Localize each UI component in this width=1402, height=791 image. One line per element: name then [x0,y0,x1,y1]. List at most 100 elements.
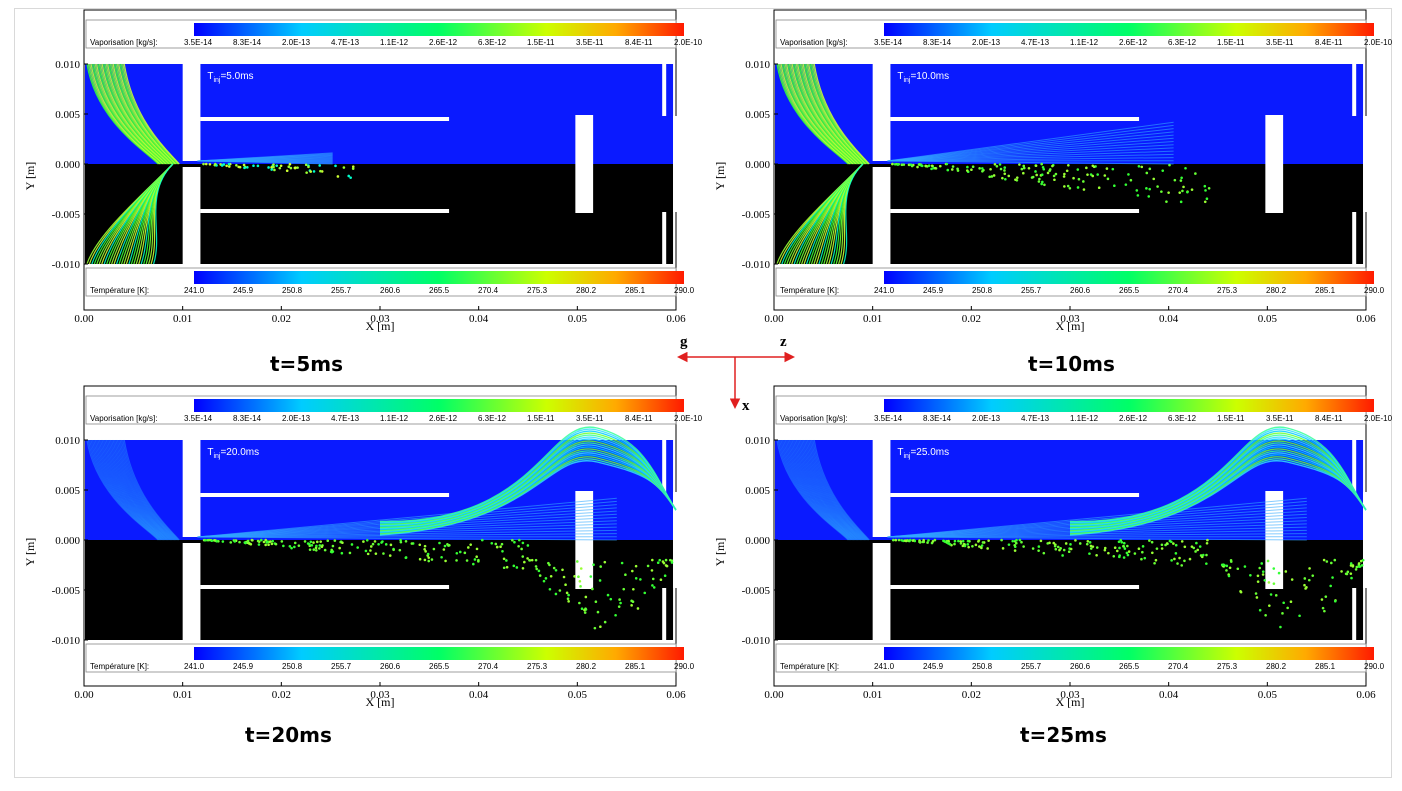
legend-title: Température [K]: [90,662,149,671]
x-tick-label: 0.00 [764,689,784,701]
plot-svg: Tinj=10.0ms Vaporisation [kg/s]: 3.5E-14 8.… [713,9,1393,333]
legend-tick-label: 3.5E-11 [1266,414,1294,423]
y-tick-label: -0.005 [52,209,81,221]
legend-vaporisation: Vaporisation [kg/s]: 3.5E-14 8.3E-14 2.0E-1… [85,395,703,425]
plate-upper [890,493,1140,497]
legend-tick-label: 2.6E-12 [1119,414,1148,423]
legend-tick-label: 2.0E-10 [674,414,703,423]
y-tick-label: -0.005 [742,585,771,597]
plate-lower [200,585,450,589]
legend-tick-label: 250.8 [282,286,303,295]
legend-title: Température [K]: [780,662,839,671]
x-tick-label: 0.00 [74,313,94,325]
y-tick-label: -0.010 [52,635,81,647]
legend-tick-label: 8.4E-11 [1315,414,1343,423]
legend-tick-label: 2.0E-13 [282,38,311,47]
legend-tick-label: 290.0 [674,286,695,295]
legend-tick-label: 8.3E-14 [923,38,952,47]
legend-tick-label: 265.5 [1119,662,1140,671]
legend-tick-label: 285.1 [1315,286,1336,295]
x-tick-label: 0.01 [863,313,882,325]
legend-tick-label: 275.3 [527,662,548,671]
panel-t5: Tinj=5.0ms Vaporisation [kg/s]: 3.5E-14 8.3… [23,0,703,333]
legend-tick-label: 241.0 [874,286,895,295]
x-tick-label: 0.06 [666,313,686,325]
y-tick-label: 0.010 [745,435,770,447]
legend-tick-label: 8.4E-11 [625,414,653,423]
x-tick-label: 0.05 [568,313,588,325]
legend-tick-label: 3.5E-14 [874,38,903,47]
legend-tick-label: 1.5E-11 [527,38,555,47]
plate-upper [890,117,1140,121]
legend-vaporisation: Vaporisation [kg/s]: 3.5E-14 8.3E-14 2.0E-1… [85,19,703,49]
y-tick-label: -0.010 [52,259,81,271]
x-tick-label: 0.02 [272,689,291,701]
y-tick-label: 0.010 [745,59,770,71]
obstacle [575,115,594,213]
legend-tick-label: 290.0 [1364,662,1385,671]
g-label: g [680,334,688,350]
legend-tick-label: 8.4E-11 [625,38,653,47]
legend-temperature: Température [K]: 241.0 245.9 250.8 255.7 260.… [775,643,1385,673]
legend-tick-label: 285.1 [1315,662,1336,671]
y-tick-label: 0.000 [745,535,770,547]
legend-tick-label: 6.3E-12 [1168,38,1197,47]
legend-temperature: Température [K]: 241.0 245.9 250.8 255.7 260.… [775,267,1385,297]
y-tick-label: 0.010 [55,59,80,71]
legend-tick-label: 280.2 [576,286,597,295]
legend-tick-label: 270.4 [1168,286,1189,295]
legend-tick-label: 3.5E-11 [1266,38,1294,47]
figure-frame [14,8,1392,778]
tinj-label: Tinj=20.0ms [207,447,259,460]
x-tick-label: 0.05 [1258,313,1278,325]
x-tick-label: 0.04 [469,689,489,701]
panel-t20: Tinj=20.0ms Vaporisation [kg/s]: 3.5E-14 8.… [23,376,703,709]
x-label: x [742,398,750,414]
legend-tick-label: 260.6 [1070,662,1091,671]
legend-title: Vaporisation [kg/s]: [90,38,157,47]
particle-field [776,63,1211,265]
legend-tick-label: 3.5E-14 [184,38,213,47]
legend-tick-label: 265.5 [429,662,450,671]
plate-upper [200,493,450,497]
legend-tick-label: 255.7 [331,286,352,295]
legend-tick-label: 8.4E-11 [1315,38,1343,47]
y-axis-label: Y [m] [713,162,727,191]
injector-wall-upper [182,440,201,537]
legend-temperature: Température [K]: 241.0 245.9 250.8 255.7 260.… [85,643,695,673]
legend-tick-label: 270.4 [478,286,499,295]
particle-field [86,63,355,265]
tinj-label: Tinj=5.0ms [207,71,253,84]
y-tick-label: 0.000 [55,535,80,547]
panel-t25: Tinj=25.0ms Vaporisation [kg/s]: 3.5E-14 8.… [713,376,1393,709]
legend-tick-label: 8.3E-14 [233,38,262,47]
legend-tick-label: 1.5E-11 [527,414,555,423]
caption-t5: t=5ms [270,352,343,376]
legend-tick-label: 2.6E-12 [429,414,458,423]
x-axis-label: X [m] [366,319,395,333]
injector-wall-lower [872,543,891,640]
legend-tick-label: 2.0E-10 [674,38,703,47]
legend-tick-label: 245.9 [923,662,944,671]
y-tick-label: -0.010 [742,635,771,647]
legend-tick-label: 4.7E-13 [1021,38,1050,47]
x-tick-label: 0.06 [666,689,686,701]
y-tick-label: 0.000 [745,159,770,171]
legend-tick-label: 4.7E-13 [331,414,360,423]
z-label: z [780,334,787,350]
legend-tick-label: 1.1E-12 [380,414,409,423]
legend-tick-label: 280.2 [576,662,597,671]
y-tick-label: 0.005 [745,109,770,121]
x-tick-label: 0.00 [764,313,784,325]
legend-tick-label: 1.5E-11 [1217,414,1245,423]
particle-field [86,426,677,630]
tinj-label: Tinj=25.0ms [897,447,949,460]
axes-marker: g z x [677,334,795,414]
y-tick-label: 0.000 [55,159,80,171]
y-tick-label: -0.010 [742,259,771,271]
caption-t25: t=25ms [1020,723,1107,747]
legend-tick-label: 2.0E-13 [282,414,311,423]
legend-tick-label: 275.3 [527,286,548,295]
plate-lower [200,209,450,213]
legend-tick-label: 290.0 [674,662,695,671]
